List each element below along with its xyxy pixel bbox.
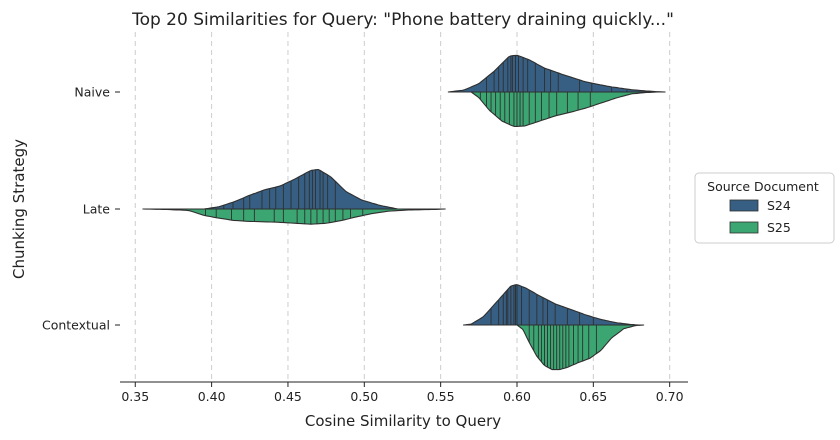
- axes: 0.35 0.40 0.45 0.50 0.55 0.60 0.65 0.70 Naive Lat…: [42, 85, 688, 404]
- legend-title: Source Document: [707, 179, 819, 194]
- y-tick-label: Naive: [74, 85, 110, 100]
- violin-half-s25: [516, 324, 645, 371]
- x-tick-label: 0.35: [121, 389, 149, 404]
- violin-half-s24: [447, 54, 666, 93]
- legend-swatch-s24: [729, 199, 759, 212]
- y-tick-label: Contextual: [42, 318, 110, 333]
- violin-half-s25: [142, 208, 446, 225]
- legend-swatch-s25: [729, 221, 759, 234]
- violin-plot-area: [142, 54, 666, 371]
- legend: Source Document S24 S25: [694, 172, 835, 244]
- violin-half-s24: [203, 168, 399, 210]
- legend-label-s24: S24: [767, 198, 791, 213]
- x-tick-label: 0.70: [656, 389, 684, 404]
- violin-half-s24: [462, 284, 640, 326]
- violin-contextual-s24: [462, 284, 640, 326]
- violin-half-s25: [470, 91, 659, 128]
- y-tick-label: Late: [83, 202, 111, 217]
- x-tick-label: 0.60: [503, 389, 531, 404]
- x-tick-label: 0.65: [579, 389, 607, 404]
- x-tick-label: 0.55: [427, 389, 455, 404]
- y-axis-label: Chunking Strategy: [10, 139, 28, 279]
- violin-naive-s25: [470, 91, 659, 128]
- violin-late-s25: [142, 208, 446, 225]
- violin-late-s24: [203, 168, 399, 210]
- violin-contextual-s25: [516, 324, 645, 371]
- legend-label-s25: S25: [767, 220, 791, 235]
- x-tick-label: 0.50: [350, 389, 378, 404]
- x-axis-label: Cosine Similarity to Query: [305, 412, 501, 430]
- chart-title: Top 20 Similarities for Query: "Phone ba…: [131, 10, 674, 30]
- x-tick-label: 0.40: [198, 389, 226, 404]
- x-tick-label: 0.45: [274, 389, 302, 404]
- violin-naive-s24: [447, 54, 666, 93]
